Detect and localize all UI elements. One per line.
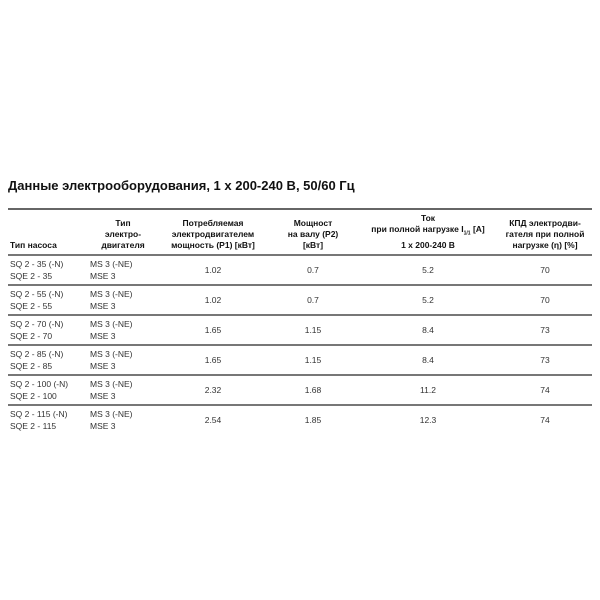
cell-motor-type: MS 3 (-NE) MSE 3 [88,403,158,434]
page-title: Данные электрооборудования, 1 x 200-240 … [8,178,355,193]
cell-p2: 1.15 [268,313,358,345]
header-p2: Мощност на валу (P2) [кВт] [287,217,339,250]
cell-efficiency: 73 [498,343,592,375]
cell-pump-type: SQ 2 - 55 (-N) SQE 2 - 55 [8,283,88,315]
cell-current: 5.2 [358,283,498,315]
header-efficiency: КПД электродви-гателя при полной нагрузке… [505,217,585,250]
cell-current: 8.4 [358,343,498,375]
cell-current: 11.2 [358,373,498,405]
cell-p2: 1.15 [268,343,358,375]
cell-p1: 1.02 [158,283,268,315]
cell-pump-type: SQ 2 - 115 (-N) SQE 2 - 115 [8,403,88,434]
header-row: Тип насоса Тип электро-двигателя Потребля… [8,209,592,255]
cell-motor-type: MS 3 (-NE) MSE 3 [88,313,158,345]
cell-p2: 1.68 [268,373,358,405]
cell-p1: 2.32 [158,373,268,405]
header-current: Ток при полной нагрузке I1/1 [A] 1 x 200-2… [371,213,485,250]
cell-motor-type: MS 3 (-NE) MSE 3 [88,283,158,315]
table-row: SQ 2 - 85 (-N) SQE 2 - 85 MS 3 (-NE) MSE 3… [8,343,592,375]
cell-p1: 2.54 [158,403,268,434]
cell-p1: 1.02 [158,253,268,285]
cell-current: 8.4 [358,313,498,345]
table-row: SQ 2 - 70 (-N) SQE 2 - 70 MS 3 (-NE) MSE 3… [8,313,592,345]
table-row: SQ 2 - 115 (-N) SQE 2 - 115 MS 3 (-NE) MSE… [8,403,592,434]
cell-pump-type: SQ 2 - 70 (-N) SQE 2 - 70 [8,313,88,345]
table-row: SQ 2 - 100 (-N) SQE 2 - 100 MS 3 (-NE) MSE… [8,373,592,405]
cell-motor-type: MS 3 (-NE) MSE 3 [88,253,158,285]
header-pump-type: Тип насоса [10,239,57,250]
cell-current: 12.3 [358,403,498,434]
cell-p2: 0.7 [268,253,358,285]
cell-pump-type: SQ 2 - 35 (-N) SQE 2 - 35 [8,253,88,285]
cell-pump-type: SQ 2 - 100 (-N) SQE 2 - 100 [8,373,88,405]
table-row: SQ 2 - 35 (-N) SQE 2 - 35 MS 3 (-NE) MSE 3… [8,253,592,285]
cell-p2: 1.85 [268,403,358,434]
cell-p1: 1.65 [158,343,268,375]
cell-efficiency: 73 [498,313,592,345]
electrical-data-table: Тип насоса Тип электро-двигателя Потребля… [8,208,592,434]
cell-pump-type: SQ 2 - 85 (-N) SQE 2 - 85 [8,343,88,375]
cell-motor-type: MS 3 (-NE) MSE 3 [88,343,158,375]
cell-p1: 1.65 [158,313,268,345]
header-motor-type: Тип электро-двигателя [101,217,145,250]
cell-efficiency: 70 [498,283,592,315]
cell-efficiency: 74 [498,403,592,434]
cell-p2: 0.7 [268,283,358,315]
cell-current: 5.2 [358,253,498,285]
cell-motor-type: MS 3 (-NE) MSE 3 [88,373,158,405]
header-p1: Потребляемая электродвигателем мощность (P… [171,217,255,250]
cell-efficiency: 74 [498,373,592,405]
cell-efficiency: 70 [498,253,592,285]
table-row: SQ 2 - 55 (-N) SQE 2 - 55 MS 3 (-NE) MSE 3… [8,283,592,315]
